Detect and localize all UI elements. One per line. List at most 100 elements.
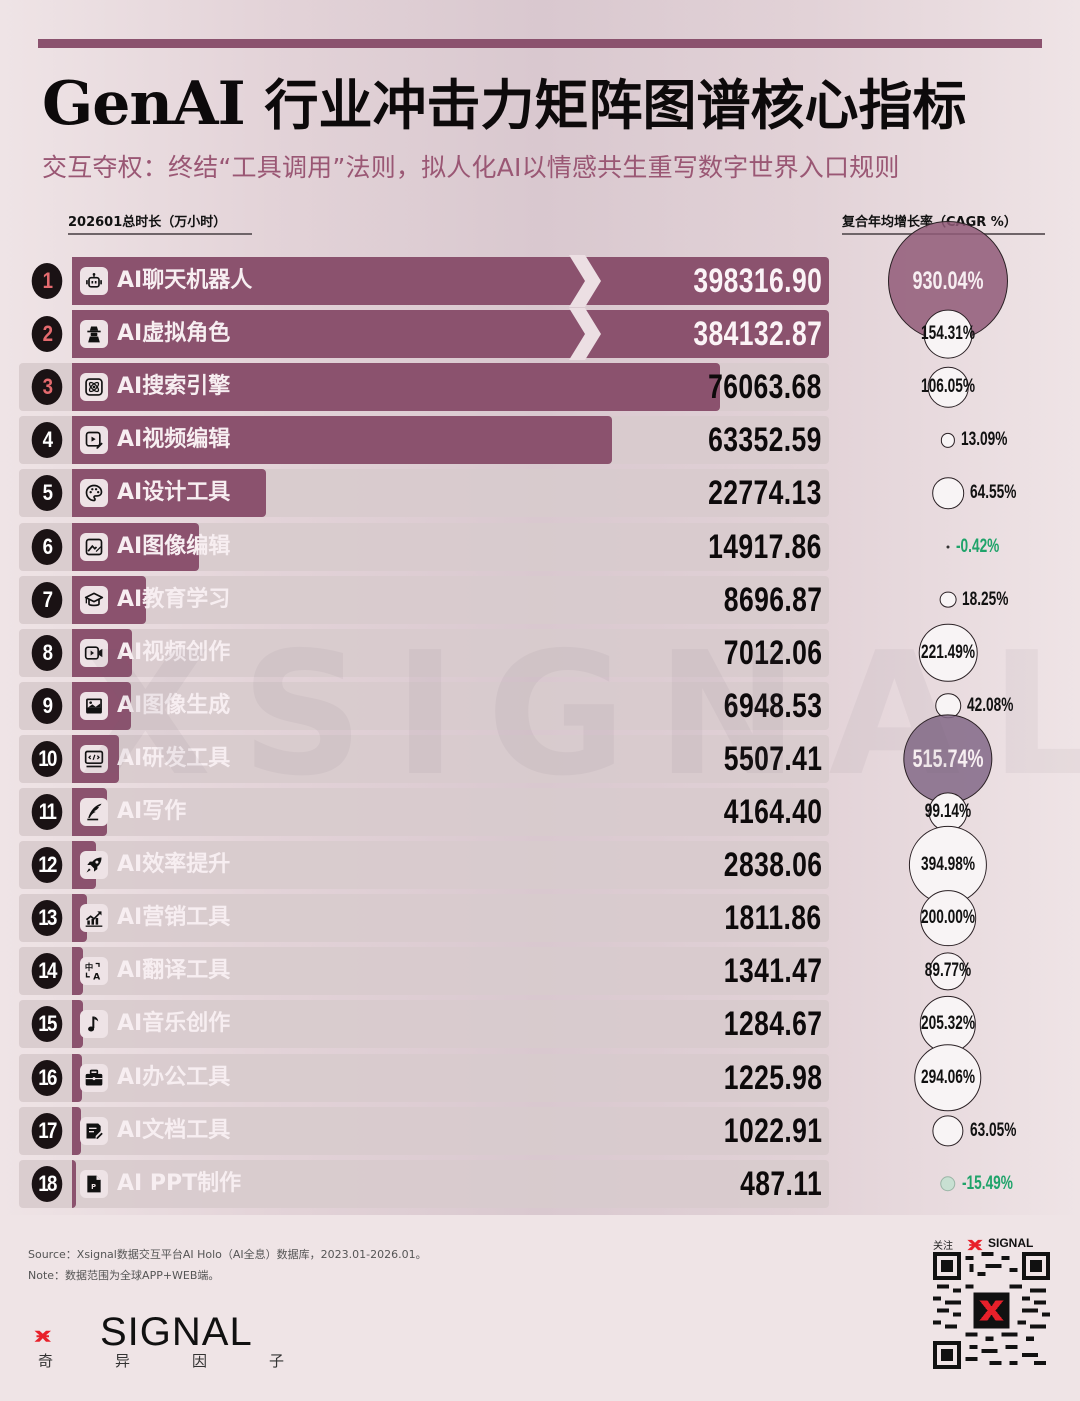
cagr-value: -0.42%: [955, 535, 999, 557]
category-label: AI视频编辑: [117, 427, 231, 453]
qr-brand: SIGNAL: [988, 1236, 1034, 1250]
duration-bar: [72, 1159, 77, 1208]
bar-track: [19, 734, 829, 783]
cagr-bubble: [919, 996, 977, 1053]
category-label: AI办公工具: [117, 1064, 231, 1090]
duration-value: 22774.13: [708, 474, 822, 513]
duration-value: 4164.40: [723, 793, 822, 831]
bar-track: [19, 1053, 829, 1102]
duration-bar: [72, 310, 829, 359]
watermark: XSIGNAL: [80, 616, 1080, 814]
table-row: 2 AI虚拟角色 384132.87 154.31%: [0, 308, 1080, 361]
table-row: 18 P AI PPT制作 487.11 -15.49%: [0, 1159, 1080, 1208]
table-row: 4 AI视频编辑 63352.59 13.09%: [0, 416, 1080, 465]
cagr-bubble: [932, 477, 964, 510]
cagr-value: 154.31%: [920, 323, 976, 345]
table-row: 14 中 A AI翻译工具 1341.47 89.77%: [0, 947, 1080, 996]
atom-icon: [80, 373, 108, 402]
cagr-value: 42.08%: [966, 694, 1014, 716]
category-label: AI视频创作: [117, 639, 231, 665]
cagr-value: 64.55%: [969, 482, 1017, 504]
cagr-bubble: [929, 952, 967, 990]
bar-track: [19, 575, 829, 624]
cagr-bubble: [927, 366, 969, 408]
category-label: AI写作: [117, 799, 187, 824]
table-row: 12 AI效率提升 2838.06 394.98%: [0, 826, 1080, 905]
rank-badge: 15: [31, 1006, 63, 1043]
category-label: AI聊天机器人: [117, 268, 253, 293]
rank-badge: 2: [31, 316, 63, 353]
category-label: AI虚拟角色: [117, 321, 231, 347]
palette-icon: [80, 479, 108, 508]
category-label: AI图像编辑: [117, 533, 231, 559]
rank-badge: 1: [31, 263, 63, 299]
category-label: AI营销工具: [117, 905, 231, 931]
cagr-bubble: [923, 309, 973, 359]
rank-badge: 13: [31, 900, 63, 937]
code-monitor-icon: [80, 744, 108, 773]
rank-badge: 6: [31, 528, 63, 565]
duration-value: 398316.90: [693, 262, 822, 300]
cagr-value: 205.32%: [920, 1013, 976, 1035]
duration-bar: [72, 947, 84, 996]
cagr-bubble: [932, 1114, 964, 1147]
cagr-bubble: [918, 623, 978, 682]
document-edit-icon: [80, 1116, 108, 1145]
cagr-bubble: [940, 433, 956, 448]
rank-badge: 12: [31, 847, 63, 884]
duration-value: 76063.68: [708, 368, 822, 407]
duration-bar: [72, 1053, 83, 1102]
qr-caption: 关注: [933, 1241, 953, 1252]
source-note: Source：Xsignal数据交互平台AI Holo（AI全息）数据库，202…: [28, 1248, 427, 1261]
duration-bar: [72, 1000, 83, 1049]
svg-text:P: P: [91, 1183, 96, 1191]
cagr-bubble: [940, 1175, 956, 1192]
cagr-value: 930.04%: [912, 267, 984, 295]
spy-icon: [80, 320, 108, 349]
cagr-value: 89.77%: [924, 960, 972, 982]
table-row: 1 AI聊天机器人 398316.90 930.04%: [0, 221, 1080, 341]
duration-value: 63352.59: [708, 421, 822, 460]
cagr-bubble: [920, 890, 976, 947]
category-label: AI文档工具: [117, 1117, 231, 1143]
duration-bar: [72, 416, 612, 465]
cagr-value: 294.06%: [920, 1066, 976, 1088]
bar-track: [19, 947, 829, 996]
cagr-value: 106.05%: [920, 376, 976, 398]
duration-value: 8696.87: [723, 580, 822, 619]
briefcase-icon: [80, 1063, 108, 1092]
bar-track: [19, 841, 829, 890]
category-label: AI音乐创作: [117, 1011, 231, 1037]
cagr-bubble: [914, 1043, 982, 1112]
qr-code-icon[interactable]: [933, 1252, 1050, 1369]
duration-value: 487.11: [740, 1164, 822, 1203]
rank-badge: 4: [31, 422, 63, 459]
page-subtitle: 交互夺权：终结“工具调用”法则，拟人化AI以情感共生重写数字世界入口规则: [42, 153, 900, 182]
category-label: AI PPT制作: [117, 1170, 242, 1196]
table-row: 15 AI音乐创作 1284.67 205.32%: [0, 996, 1080, 1053]
category-label: AI设计工具: [117, 480, 231, 506]
bar-track: [19, 1159, 829, 1208]
rank-badge: 8: [31, 634, 63, 671]
duration-value: 1341.47: [723, 952, 822, 991]
rank-badge: 11: [31, 794, 63, 830]
graduation-cap-icon: [80, 585, 108, 614]
image-edit-icon: [80, 532, 108, 561]
table-row: 6 AI图像编辑 14917.86 -0.42%: [0, 522, 1080, 571]
ppt-file-icon: P: [80, 1169, 108, 1198]
svg-text:中: 中: [85, 962, 93, 972]
bar-track: [19, 1000, 829, 1049]
category-label: AI研发工具: [117, 745, 231, 771]
table-row: 16 AI办公工具 1225.98 294.06%: [0, 1043, 1080, 1112]
column-header-duration: 202601总时长（万小时）: [68, 214, 252, 235]
cagr-value: 394.98%: [920, 854, 976, 876]
category-label: AI教育学习: [117, 586, 231, 612]
image-icon: [80, 691, 108, 720]
duration-value: 1811.86: [724, 899, 822, 938]
scope-note: Note：数据范围为全球APP+WEB端。: [28, 1269, 220, 1282]
video-edit-icon: [80, 426, 108, 455]
cagr-bubble: [946, 545, 950, 548]
duration-bar: [72, 257, 829, 305]
table-row: 9 AI图像生成 6948.53 42.08%: [0, 681, 1080, 730]
